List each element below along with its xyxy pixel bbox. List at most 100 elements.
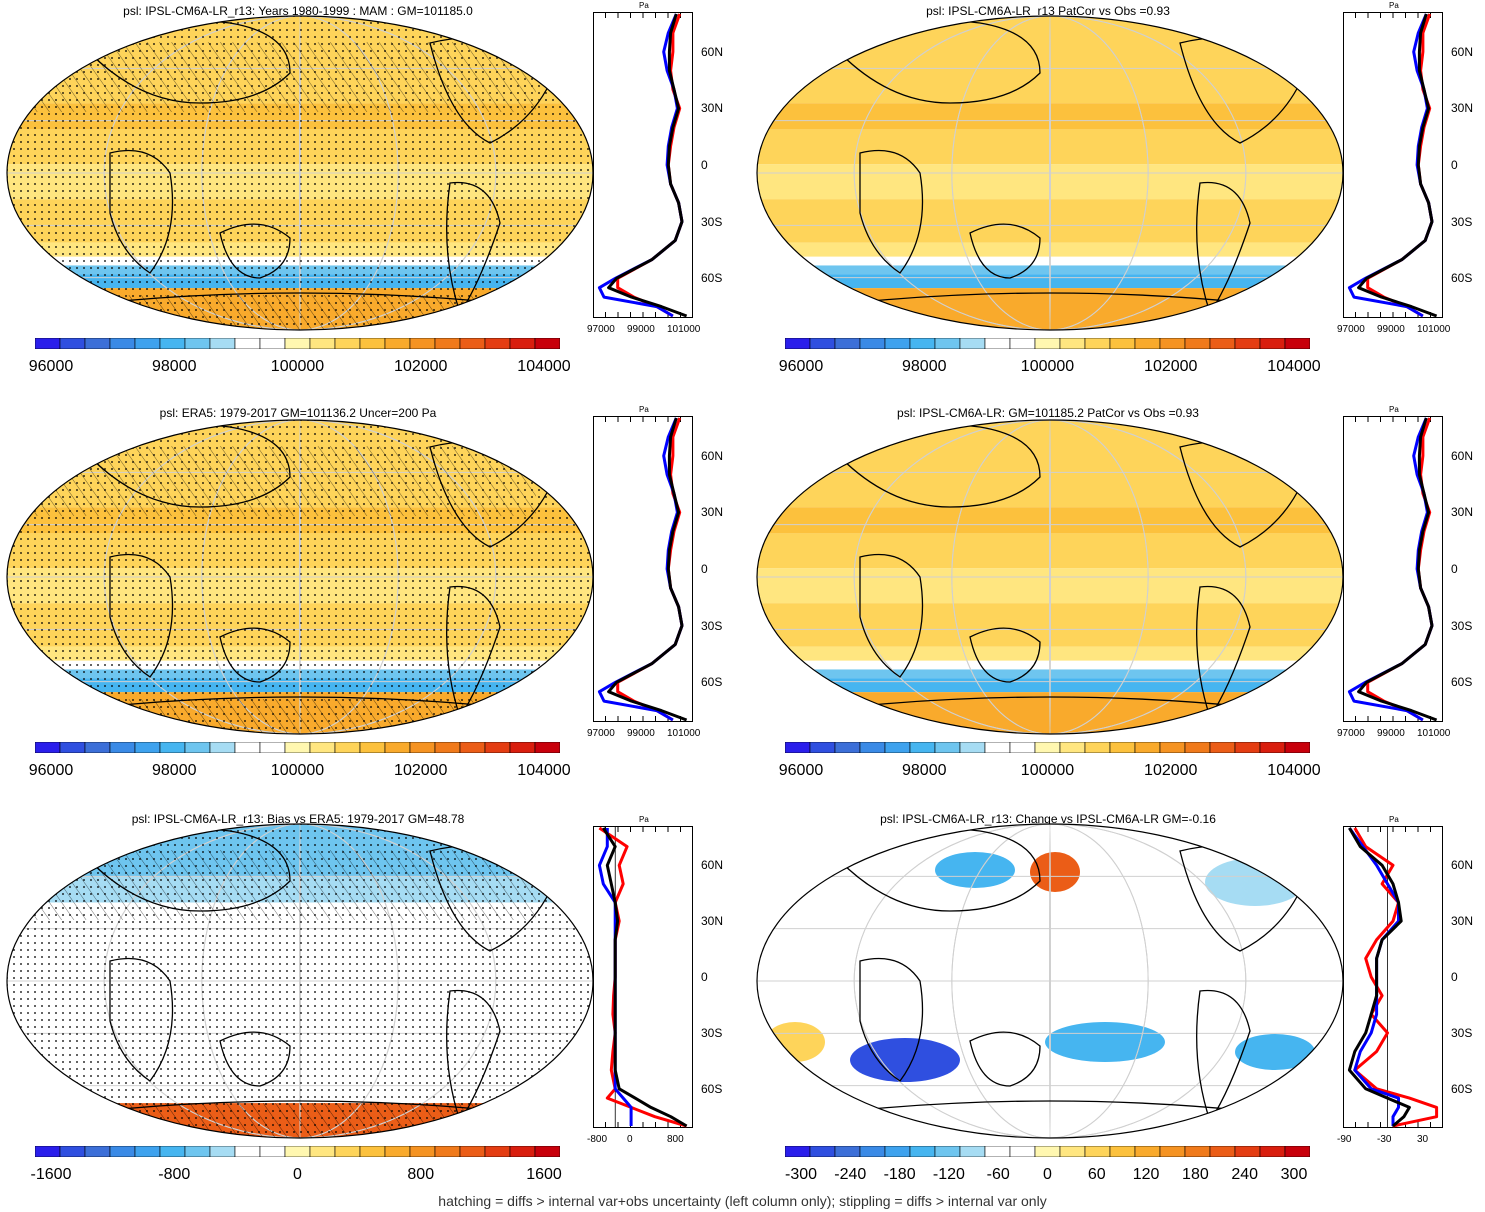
colorbar-swatch: [259, 338, 286, 349]
zonal-profile-bottom-right: [1343, 826, 1443, 1128]
profile-lat-label: 30S: [1451, 214, 1473, 229]
anomaly-blob: [935, 852, 1015, 888]
colorbar-swatch: [434, 338, 461, 349]
profile-x-label: 99000: [627, 728, 655, 739]
colorbar-top-left: [35, 338, 560, 349]
colorbar-swatch: [35, 742, 61, 753]
anomaly-blob: [1205, 858, 1305, 906]
colorbar-swatch: [534, 1146, 560, 1157]
colorbar-tick-label: 104000: [517, 358, 571, 375]
profile-lat-label: 60N: [1451, 448, 1474, 463]
coastline: [446, 181, 501, 315]
profile-lat-label: 30N: [1451, 505, 1474, 520]
profile-x-label: 101000: [667, 324, 701, 335]
colorbar-swatch: [409, 338, 436, 349]
colorbar-swatch: [109, 338, 136, 349]
colorbar-swatch: [184, 338, 211, 349]
colorbar-swatch: [1059, 338, 1086, 349]
colorbar-swatch: [484, 338, 511, 349]
colorbar-swatch: [109, 1146, 136, 1157]
coastline: [99, 696, 501, 708]
map-middle-right: [756, 419, 1344, 735]
colorbar-swatch: [259, 742, 286, 753]
colorbar-swatch: [1109, 338, 1136, 349]
colorbar-swatch: [1284, 1146, 1310, 1157]
anomaly-blob: [1045, 1022, 1165, 1062]
colorbar-swatch: [459, 742, 486, 753]
profile-lat-label: 30N: [701, 101, 724, 116]
colorbar-swatch: [1034, 1146, 1061, 1157]
colorbar-swatch: [384, 1146, 411, 1157]
coastline: [99, 1100, 501, 1112]
anomaly-blob: [1235, 1034, 1315, 1070]
profile-lat-label: 30N: [701, 914, 724, 929]
colorbar-swatch: [59, 1146, 86, 1157]
colorbar-tick-label: -1600: [30, 1166, 72, 1183]
profile-lat-label: 60S: [1451, 675, 1473, 690]
profile-x-label: 97000: [1337, 324, 1365, 335]
profile-x-label: 101000: [1417, 324, 1451, 335]
colorbar-swatch: [1209, 1146, 1236, 1157]
colorbar-tick-label: -180: [883, 1166, 916, 1183]
coastline: [109, 553, 174, 678]
colorbar-tick-label: 96000: [28, 762, 74, 779]
colorbar-swatch: [884, 742, 911, 753]
panel-title: psl: IPSL-CM6A-LR: GM=101185.2 PatCor vs…: [897, 406, 1199, 420]
colorbar-swatch: [1159, 1146, 1186, 1157]
colorbar-tick-label: 100000: [1020, 762, 1075, 779]
profile-lat-label: 30S: [701, 1025, 723, 1040]
colorbar-swatch: [1159, 742, 1186, 753]
colorbar-tick-label: -120: [932, 1166, 965, 1183]
colorbar-swatch: [59, 338, 86, 349]
colorbar-swatch: [409, 1146, 436, 1157]
colorbar-swatch: [84, 338, 111, 349]
zonal-profile-middle-right: [1343, 416, 1443, 722]
coastline: [1196, 181, 1251, 315]
colorbar-swatch: [959, 338, 986, 349]
coastline: [446, 585, 501, 719]
colorbar-swatch: [859, 1146, 886, 1157]
colorbar-swatch: [984, 1146, 1011, 1157]
profile-line: [607, 13, 688, 318]
anomaly-blob: [850, 1038, 960, 1082]
colorbar-tick-label: 96000: [28, 358, 74, 375]
colorbar-swatch: [84, 1146, 111, 1157]
colorbar-tick-label: 102000: [394, 762, 448, 779]
coastline: [1196, 989, 1251, 1123]
profile-x-label: 101000: [667, 728, 701, 739]
colorbar-swatch: [509, 338, 536, 349]
profile-lat-label: 60N: [1451, 44, 1474, 59]
colorbar-swatch: [334, 338, 361, 349]
colorbar-swatch: [1234, 1146, 1261, 1157]
colorbar-swatch: [459, 1146, 486, 1157]
colorbar-swatch: [1259, 1146, 1286, 1157]
coastline: [859, 553, 924, 678]
colorbar-swatch: [134, 1146, 161, 1157]
colorbar-tick-label: 98000: [152, 358, 197, 375]
panel-title: psl: IPSL-CM6A-LR_r13 PatCor vs Obs =0.9…: [926, 4, 1170, 18]
coastline: [849, 292, 1251, 304]
profile-x-label: 97000: [587, 728, 615, 739]
colorbar-swatch: [1084, 742, 1111, 753]
profile-lat-label: 0: [701, 158, 708, 172]
profile-lat-label: 30S: [701, 214, 723, 229]
profile-line: [1357, 13, 1438, 318]
profile-unit-label: Pa: [1389, 405, 1399, 414]
colorbar-tick-label: 102000: [394, 358, 448, 375]
profile-lat-label: 60N: [701, 44, 724, 59]
colorbar-swatch: [259, 1146, 286, 1157]
profile-unit-label: Pa: [639, 405, 649, 414]
colorbar-swatch: [1084, 338, 1111, 349]
coastline: [219, 1031, 291, 1087]
colorbar-tick-label: 800: [407, 1166, 435, 1183]
colorbar-swatch: [459, 338, 486, 349]
colorbar-swatch: [1284, 742, 1310, 753]
colorbar-swatch: [809, 742, 836, 753]
colorbar-swatch: [884, 338, 911, 349]
colorbar-tick-label: 96000: [778, 762, 824, 779]
colorbar-swatch: [834, 1146, 861, 1157]
colorbar-swatch: [159, 338, 186, 349]
coastline: [99, 292, 501, 304]
profile-lat-label: 30S: [1451, 618, 1473, 633]
colorbar-swatch: [934, 1146, 961, 1157]
